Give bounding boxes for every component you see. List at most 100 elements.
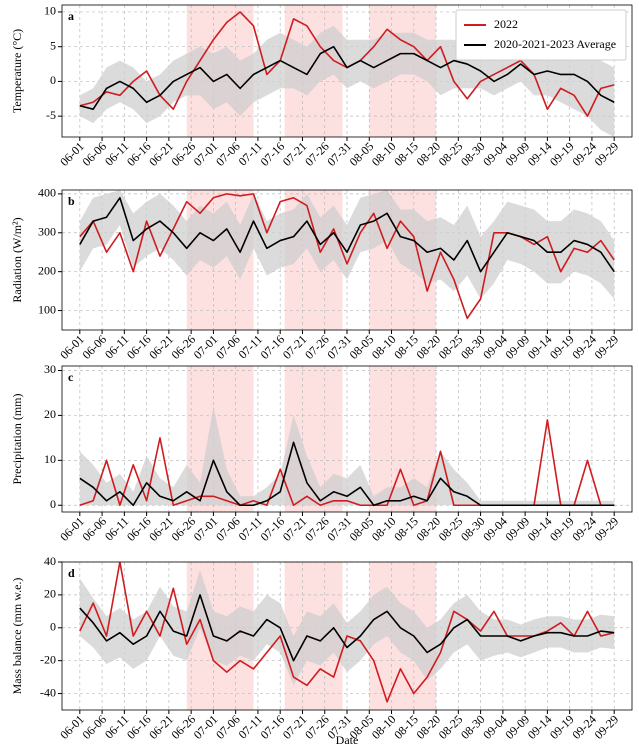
x-tick-label: 09-14: [525, 332, 555, 362]
y-tick-label: 20: [44, 587, 56, 601]
x-tick-label: 08-25: [436, 139, 466, 169]
x-tick-label: 07-16: [258, 332, 288, 362]
y-axis-label: Mass balance (mm w.e.): [10, 578, 24, 695]
x-tick-label: 07-26: [302, 712, 332, 742]
x-tick-label: 07-01: [191, 514, 221, 544]
x-tick-label: 09-24: [569, 332, 599, 362]
x-tick-label: 07-06: [213, 139, 243, 169]
x-tick-label: 09-24: [569, 139, 599, 169]
series-line: [79, 562, 615, 703]
x-tick-label: 07-16: [258, 712, 288, 742]
x-tick-label: 09-04: [480, 514, 510, 544]
x-tick-label: 06-11: [102, 712, 131, 741]
x-tick-label: 06-06: [79, 332, 109, 362]
x-tick-label: 08-15: [391, 514, 421, 544]
x-tick-label: 09-14: [525, 514, 555, 544]
panel: 100 200 300 400 06-0106-0606-1106-1606-2106-…: [10, 186, 633, 362]
plot-area: [79, 11, 615, 137]
y-tick-label: -40: [40, 685, 56, 699]
x-tick-label: 08-20: [413, 332, 443, 362]
x-tick-label: 09-14: [525, 139, 555, 169]
x-tick-label: 06-06: [79, 139, 109, 169]
x-tick-label: 07-21: [280, 332, 310, 362]
x-tick-label: 06-01: [57, 332, 87, 362]
x-tick-label: 08-25: [436, 332, 466, 362]
x-tick-label: 09-29: [592, 514, 622, 544]
x-tick-label: 09-09: [502, 332, 532, 362]
y-tick-label: 0: [50, 73, 56, 87]
x-tick-label: 06-21: [146, 332, 176, 362]
panel-label: d: [68, 566, 75, 580]
x-tick-label: 07-11: [236, 139, 265, 168]
x-tick-label: 08-30: [458, 139, 488, 169]
x-tick-label: 09-24: [569, 712, 599, 742]
panel: -5051006-0106-0606-1106-1606-2106-2607-0…: [10, 4, 633, 169]
plot-area: [79, 406, 615, 507]
x-tick-label: 06-16: [124, 332, 154, 362]
range-band: [79, 25, 615, 137]
y-axis-label: Precipitation (mm): [10, 394, 24, 485]
x-tick-label: 09-14: [525, 712, 555, 742]
series-line: [79, 45, 615, 111]
panel-label: c: [68, 370, 74, 384]
x-tick-label: 09-19: [547, 332, 577, 362]
panel-label: b: [68, 194, 75, 208]
y-tick-label: 20: [44, 407, 56, 421]
x-tick-label: 08-10: [369, 712, 399, 742]
x-axis-label: Date: [336, 733, 359, 747]
x-tick-label: 09-29: [592, 712, 622, 742]
x-tick-label: 07-16: [258, 514, 288, 544]
x-tick-label: 07-06: [213, 514, 243, 544]
x-tick-label: 07-31: [324, 139, 354, 169]
panel: -40 -20 0 20 40 06-0106-0606-1106-1606-2106-2…: [10, 554, 633, 747]
y-tick-label: 400: [38, 186, 56, 200]
x-tick-label: 09-09: [502, 139, 532, 169]
panel: 010203006-0106-0606-1106-1606-2106-2607-…: [10, 362, 633, 544]
range-band: [79, 570, 615, 686]
x-tick-label: 06-01: [57, 514, 87, 544]
x-tick-label: 06-16: [124, 712, 154, 742]
x-tick-label: 08-15: [391, 712, 421, 742]
plot-area: [79, 190, 615, 320]
x-tick-label: 08-30: [458, 514, 488, 544]
x-tick-label: 07-01: [191, 712, 221, 742]
x-tick-label: 09-09: [502, 712, 532, 742]
x-tick-label: 08-05: [347, 139, 377, 169]
x-tick-label: 09-04: [480, 712, 510, 742]
y-axis-label: Temperature (°C): [10, 29, 24, 113]
x-tick-label: 06-06: [79, 514, 109, 544]
x-tick-label: 06-21: [146, 139, 176, 169]
x-tick-label: 09-29: [592, 139, 622, 169]
x-tick-label: 07-21: [280, 712, 310, 742]
y-tick-label: 0: [50, 497, 56, 511]
x-tick-label: 09-04: [480, 139, 510, 169]
x-tick-label: 07-31: [324, 514, 354, 544]
x-tick-label: 07-11: [236, 514, 265, 543]
x-tick-label: 07-06: [213, 712, 243, 742]
x-tick-label: 08-10: [369, 139, 399, 169]
x-tick-label: 08-20: [413, 514, 443, 544]
x-tick-label: 08-05: [347, 514, 377, 544]
series-line: [79, 594, 615, 662]
x-tick-label: 08-15: [391, 139, 421, 169]
x-tick-label: 06-11: [102, 514, 131, 543]
x-tick-label: 08-10: [369, 514, 399, 544]
y-tick-label: 30: [44, 362, 56, 376]
y-tick-label: 300: [38, 225, 56, 239]
range-band: [79, 406, 615, 506]
x-tick-label: 07-26: [302, 332, 332, 362]
x-tick-label: 07-06: [213, 332, 243, 362]
x-tick-label: 07-01: [191, 139, 221, 169]
x-tick-label: 06-11: [102, 332, 131, 361]
series-line: [79, 441, 615, 507]
y-axis-label: Radiation (W/m²): [10, 217, 24, 302]
x-tick-label: 08-10: [369, 332, 399, 362]
x-tick-label: 06-26: [169, 332, 199, 362]
x-tick-label: 06-06: [79, 712, 109, 742]
x-tick-label: 09-19: [547, 514, 577, 544]
x-tick-label: 07-26: [302, 139, 332, 169]
y-tick-label: -5: [46, 108, 56, 122]
x-tick-label: 07-21: [280, 139, 310, 169]
x-tick-label: 06-26: [169, 139, 199, 169]
